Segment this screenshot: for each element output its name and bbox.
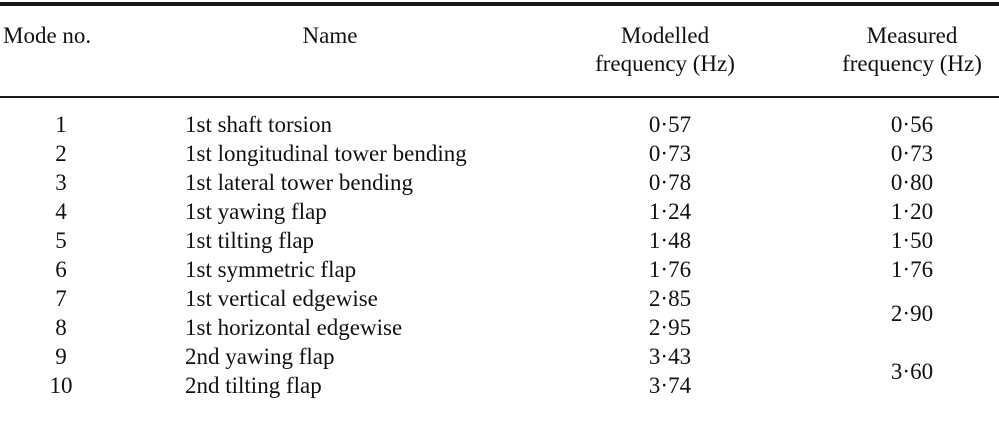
cell-mode-no: 1	[55, 112, 67, 137]
cell-mode-name: 2nd yawing flap	[185, 344, 335, 369]
cell-mode-no: 10	[49, 373, 73, 398]
table-row: 3 1st lateral tower bending 0·78 0·80	[0, 168, 999, 197]
header-row: Mode no. Name Modelled frequency (Hz) Me…	[0, 4, 999, 97]
cell-mode-name: 1st tilting flap	[185, 228, 315, 253]
cell-mode-no: 8	[55, 315, 67, 340]
column-header-name: Name	[130, 4, 530, 97]
header-line: Mode no.	[3, 23, 92, 48]
cell-mode-no: 9	[55, 344, 67, 369]
table-row: 7 1st vertical edgewise 2·85 2·90	[0, 284, 999, 326]
table-row: 2 1st longitudinal tower bending 0·73 0·73	[0, 139, 999, 168]
cell-modelled-frequency: 1·76	[648, 257, 692, 282]
cell-mode-no: 3	[55, 170, 67, 195]
cell-measured-frequency: 1·76	[890, 257, 934, 282]
table-body: 1 1st shaft torsion 0·57 0·56 2 1st longitudi…	[0, 97, 999, 400]
table-row: 4 1st yawing flap 1·24 1·20	[0, 197, 999, 226]
cell-measured-frequency: 1·50	[890, 228, 934, 253]
cell-modelled-frequency: 0·73	[648, 141, 692, 166]
cell-mode-no: 2	[55, 141, 67, 166]
cell-mode-no: 4	[55, 199, 67, 224]
cell-mode-name: 1st longitudinal tower bending	[185, 141, 467, 166]
cell-modelled-frequency: 2·95	[648, 315, 692, 340]
cell-modelled-frequency: 1·24	[648, 199, 692, 224]
cell-modelled-frequency: 2·85	[648, 286, 692, 311]
cell-modelled-frequency: 0·78	[648, 170, 692, 195]
cell-measured-frequency: 0·80	[890, 170, 934, 195]
cell-mode-name: 1st lateral tower bending	[185, 170, 414, 195]
cell-mode-no: 7	[55, 286, 67, 311]
cell-measured-frequency: 3·60	[890, 358, 934, 384]
cell-modelled-frequency: 1·48	[648, 228, 692, 253]
cell-mode-no: 5	[55, 228, 67, 253]
header-line: Measured	[866, 23, 958, 48]
table-row: 8 1st horizontal edgewise 2·95	[0, 313, 999, 342]
cell-modelled-frequency: 0·57	[648, 112, 692, 137]
column-header-mode-no: Mode no.	[0, 4, 130, 97]
cell-mode-name: 1st yawing flap	[185, 199, 327, 224]
cell-measured-frequency: 0·56	[890, 112, 934, 137]
cell-modelled-frequency: 3·74	[648, 373, 692, 398]
table-row: 10 2nd tilting flap 3·74	[0, 371, 999, 400]
cell-mode-name: 1st shaft torsion	[185, 112, 332, 137]
cell-mode-name: 2nd tilting flap	[185, 373, 322, 398]
table-row: 5 1st tilting flap 1·48 1·50	[0, 226, 999, 255]
cell-modelled-frequency: 3·43	[648, 344, 692, 369]
cell-mode-name: 1st symmetric flap	[185, 257, 357, 282]
header-line: frequency (Hz)	[595, 51, 735, 76]
cell-measured-frequency: 0·73	[890, 141, 934, 166]
cell-measured-frequency: 2·90	[890, 300, 934, 326]
table-row: 1 1st shaft torsion 0·57 0·56	[0, 97, 999, 139]
table-row: 9 2nd yawing flap 3·43 3·60	[0, 342, 999, 384]
column-header-modelled-frequency: Modelled frequency (Hz)	[530, 4, 800, 97]
table-header: Mode no. Name Modelled frequency (Hz) Me…	[0, 4, 999, 97]
cell-mode-name: 1st horizontal edgewise	[185, 315, 403, 340]
header-line: frequency (Hz)	[842, 51, 982, 76]
header-line: Modelled	[620, 23, 710, 48]
column-header-measured-frequency: Measured frequency (Hz)	[800, 4, 999, 97]
cell-measured-frequency: 1·20	[890, 199, 934, 224]
modal-frequency-table: Mode no. Name Modelled frequency (Hz) Me…	[0, 2, 999, 400]
cell-mode-name: 1st vertical edgewise	[185, 286, 378, 311]
cell-mode-no: 6	[55, 257, 67, 282]
header-line: Name	[302, 23, 358, 48]
table-row: 6 1st symmetric flap 1·76 1·76	[0, 255, 999, 284]
